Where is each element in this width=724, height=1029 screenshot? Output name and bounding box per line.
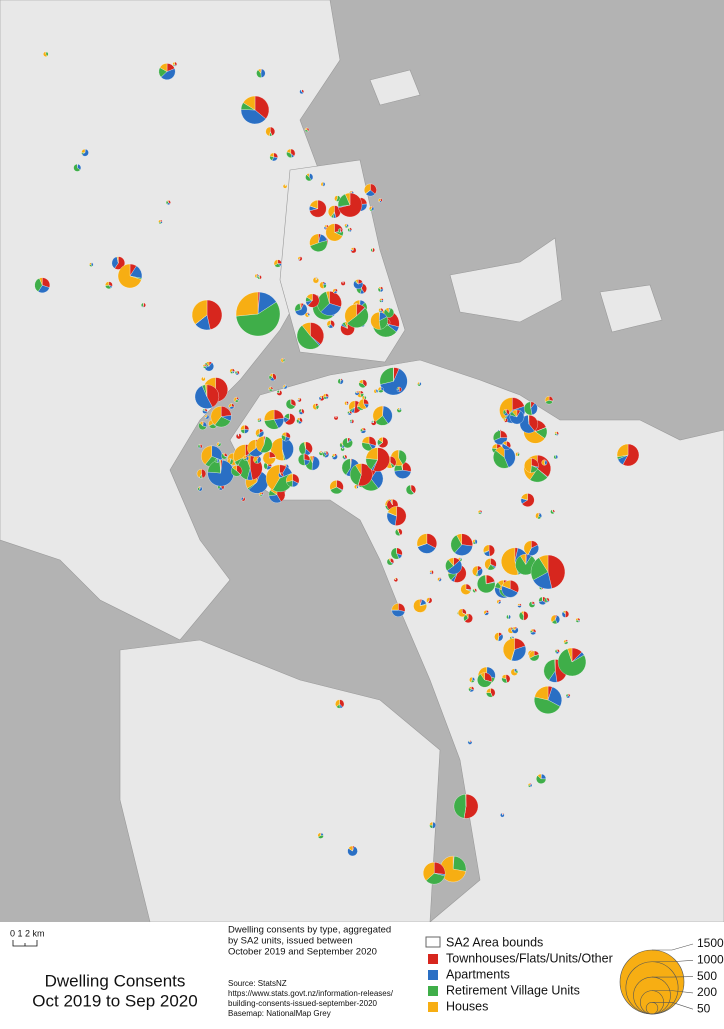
legend-label: Houses (446, 999, 488, 1013)
size-legend-circle (620, 950, 684, 1014)
legend-swatch (428, 986, 438, 996)
description: October 2019 and September 2020 (228, 947, 377, 958)
title: Dwelling Consents (45, 971, 186, 990)
description: by SA2 units, issued between (228, 936, 353, 947)
size-legend-label: 50 (697, 1001, 711, 1015)
legend-swatch (426, 937, 440, 947)
pie-slice (201, 377, 205, 381)
legend-label: SA2 Area bounds (446, 935, 543, 949)
pie-slice (255, 274, 257, 278)
description: Dwelling consents by type, aggregated (228, 925, 391, 936)
legend-label: Retirement Village Units (446, 983, 580, 997)
pie-slice (432, 822, 435, 828)
legend-label: Townhouses/Flats/Units/Other (446, 951, 613, 965)
legend-swatch (428, 970, 438, 980)
pie-slice (321, 182, 323, 186)
source: https://www.stats.govt.nz/information-re… (228, 989, 394, 998)
size-legend-label: 1000 (697, 952, 724, 966)
source: building-consents-issued-september-2020 (228, 999, 378, 1008)
size-legend-label: 1500 (697, 936, 724, 950)
source: Basemap: NationalMap Grey (228, 1009, 331, 1018)
pie-slice (283, 184, 287, 188)
size-legend-label: 500 (697, 969, 717, 983)
legend-swatch (428, 954, 438, 964)
legend-label: Apartments (446, 967, 510, 981)
scale-bar-label: 0 1 2 km (10, 928, 45, 938)
pie-slice (432, 570, 434, 574)
pie-slice (338, 229, 340, 233)
pie-slice (215, 459, 217, 463)
legend-swatch (428, 1002, 438, 1012)
pie-slice (508, 615, 510, 619)
pie-slice (217, 459, 219, 463)
title: Oct 2019 to Sep 2020 (32, 991, 197, 1010)
pie-slice (506, 615, 508, 619)
pie-slice (313, 277, 319, 283)
source: Source: StatsNZ (228, 979, 287, 988)
size-legend-label: 200 (697, 985, 717, 999)
